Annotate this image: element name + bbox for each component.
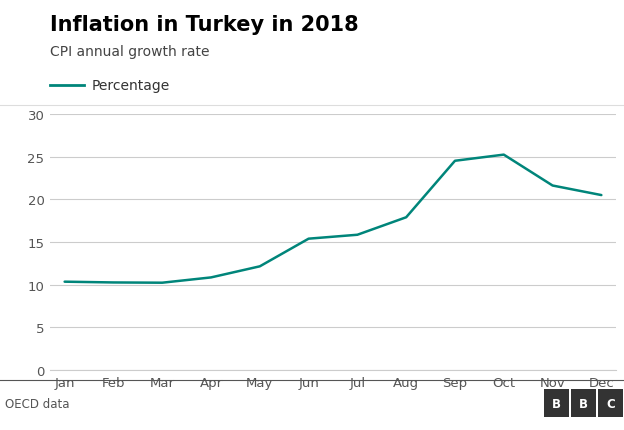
Text: CPI annual growth rate: CPI annual growth rate	[50, 45, 210, 59]
Text: B: B	[579, 396, 588, 410]
Text: C: C	[606, 396, 615, 410]
Text: B: B	[552, 396, 561, 410]
Text: Percentage: Percentage	[92, 79, 170, 93]
Text: OECD data: OECD data	[5, 397, 69, 410]
Text: Inflation in Turkey in 2018: Inflation in Turkey in 2018	[50, 15, 359, 35]
